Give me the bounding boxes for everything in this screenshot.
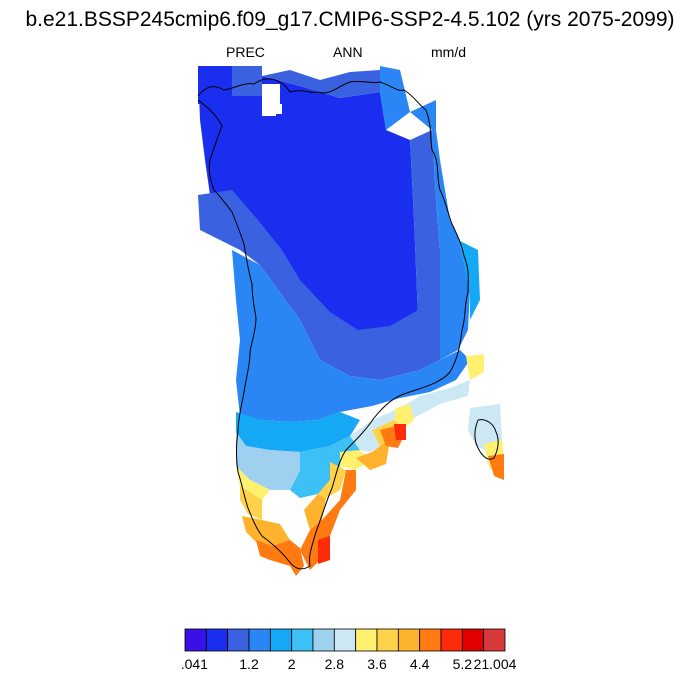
colorbar [184, 628, 506, 652]
colorbar-label: 2 [287, 656, 296, 672]
units-label: mm/d [431, 44, 466, 60]
colorbar-swatch [227, 628, 250, 652]
coastline-east-island [474, 419, 499, 460]
colorbar-swatch [376, 628, 399, 652]
map-title: b.e21.BSSP245cmip6.f09_g17.CMIP6-SSP2-4.… [25, 8, 675, 31]
colorbar-swatch [205, 628, 229, 652]
precip-field [198, 66, 504, 576]
season-label: ANN [333, 44, 363, 60]
colorbar-label: 5.2 [452, 656, 473, 672]
colorbar-label: 3.6 [367, 656, 387, 672]
colorbar-label: 2.8 [324, 656, 345, 672]
colorbar-swatch [461, 628, 485, 652]
colorbar-swatch [333, 628, 357, 652]
colorbar-label: 21.004 [473, 656, 517, 672]
colorbar-swatch [269, 628, 293, 652]
coastline [197, 78, 469, 570]
colorbar-swatch [483, 628, 506, 652]
colorbar-swatch [248, 628, 271, 652]
colorbar-label: 4.4 [409, 656, 430, 672]
colorbar-swatch [312, 628, 335, 652]
colorbar-label: .041 [180, 656, 208, 672]
colorbar-swatch [440, 628, 463, 652]
colorbar-swatch [419, 628, 442, 652]
colorbar-swatch [184, 628, 207, 652]
colorbar-label: 1.2 [239, 656, 259, 672]
variable-label: PREC [226, 44, 265, 60]
colorbar-swatch [291, 628, 314, 652]
colorbar-swatch [355, 628, 378, 652]
colorbar-swatch [397, 628, 421, 652]
